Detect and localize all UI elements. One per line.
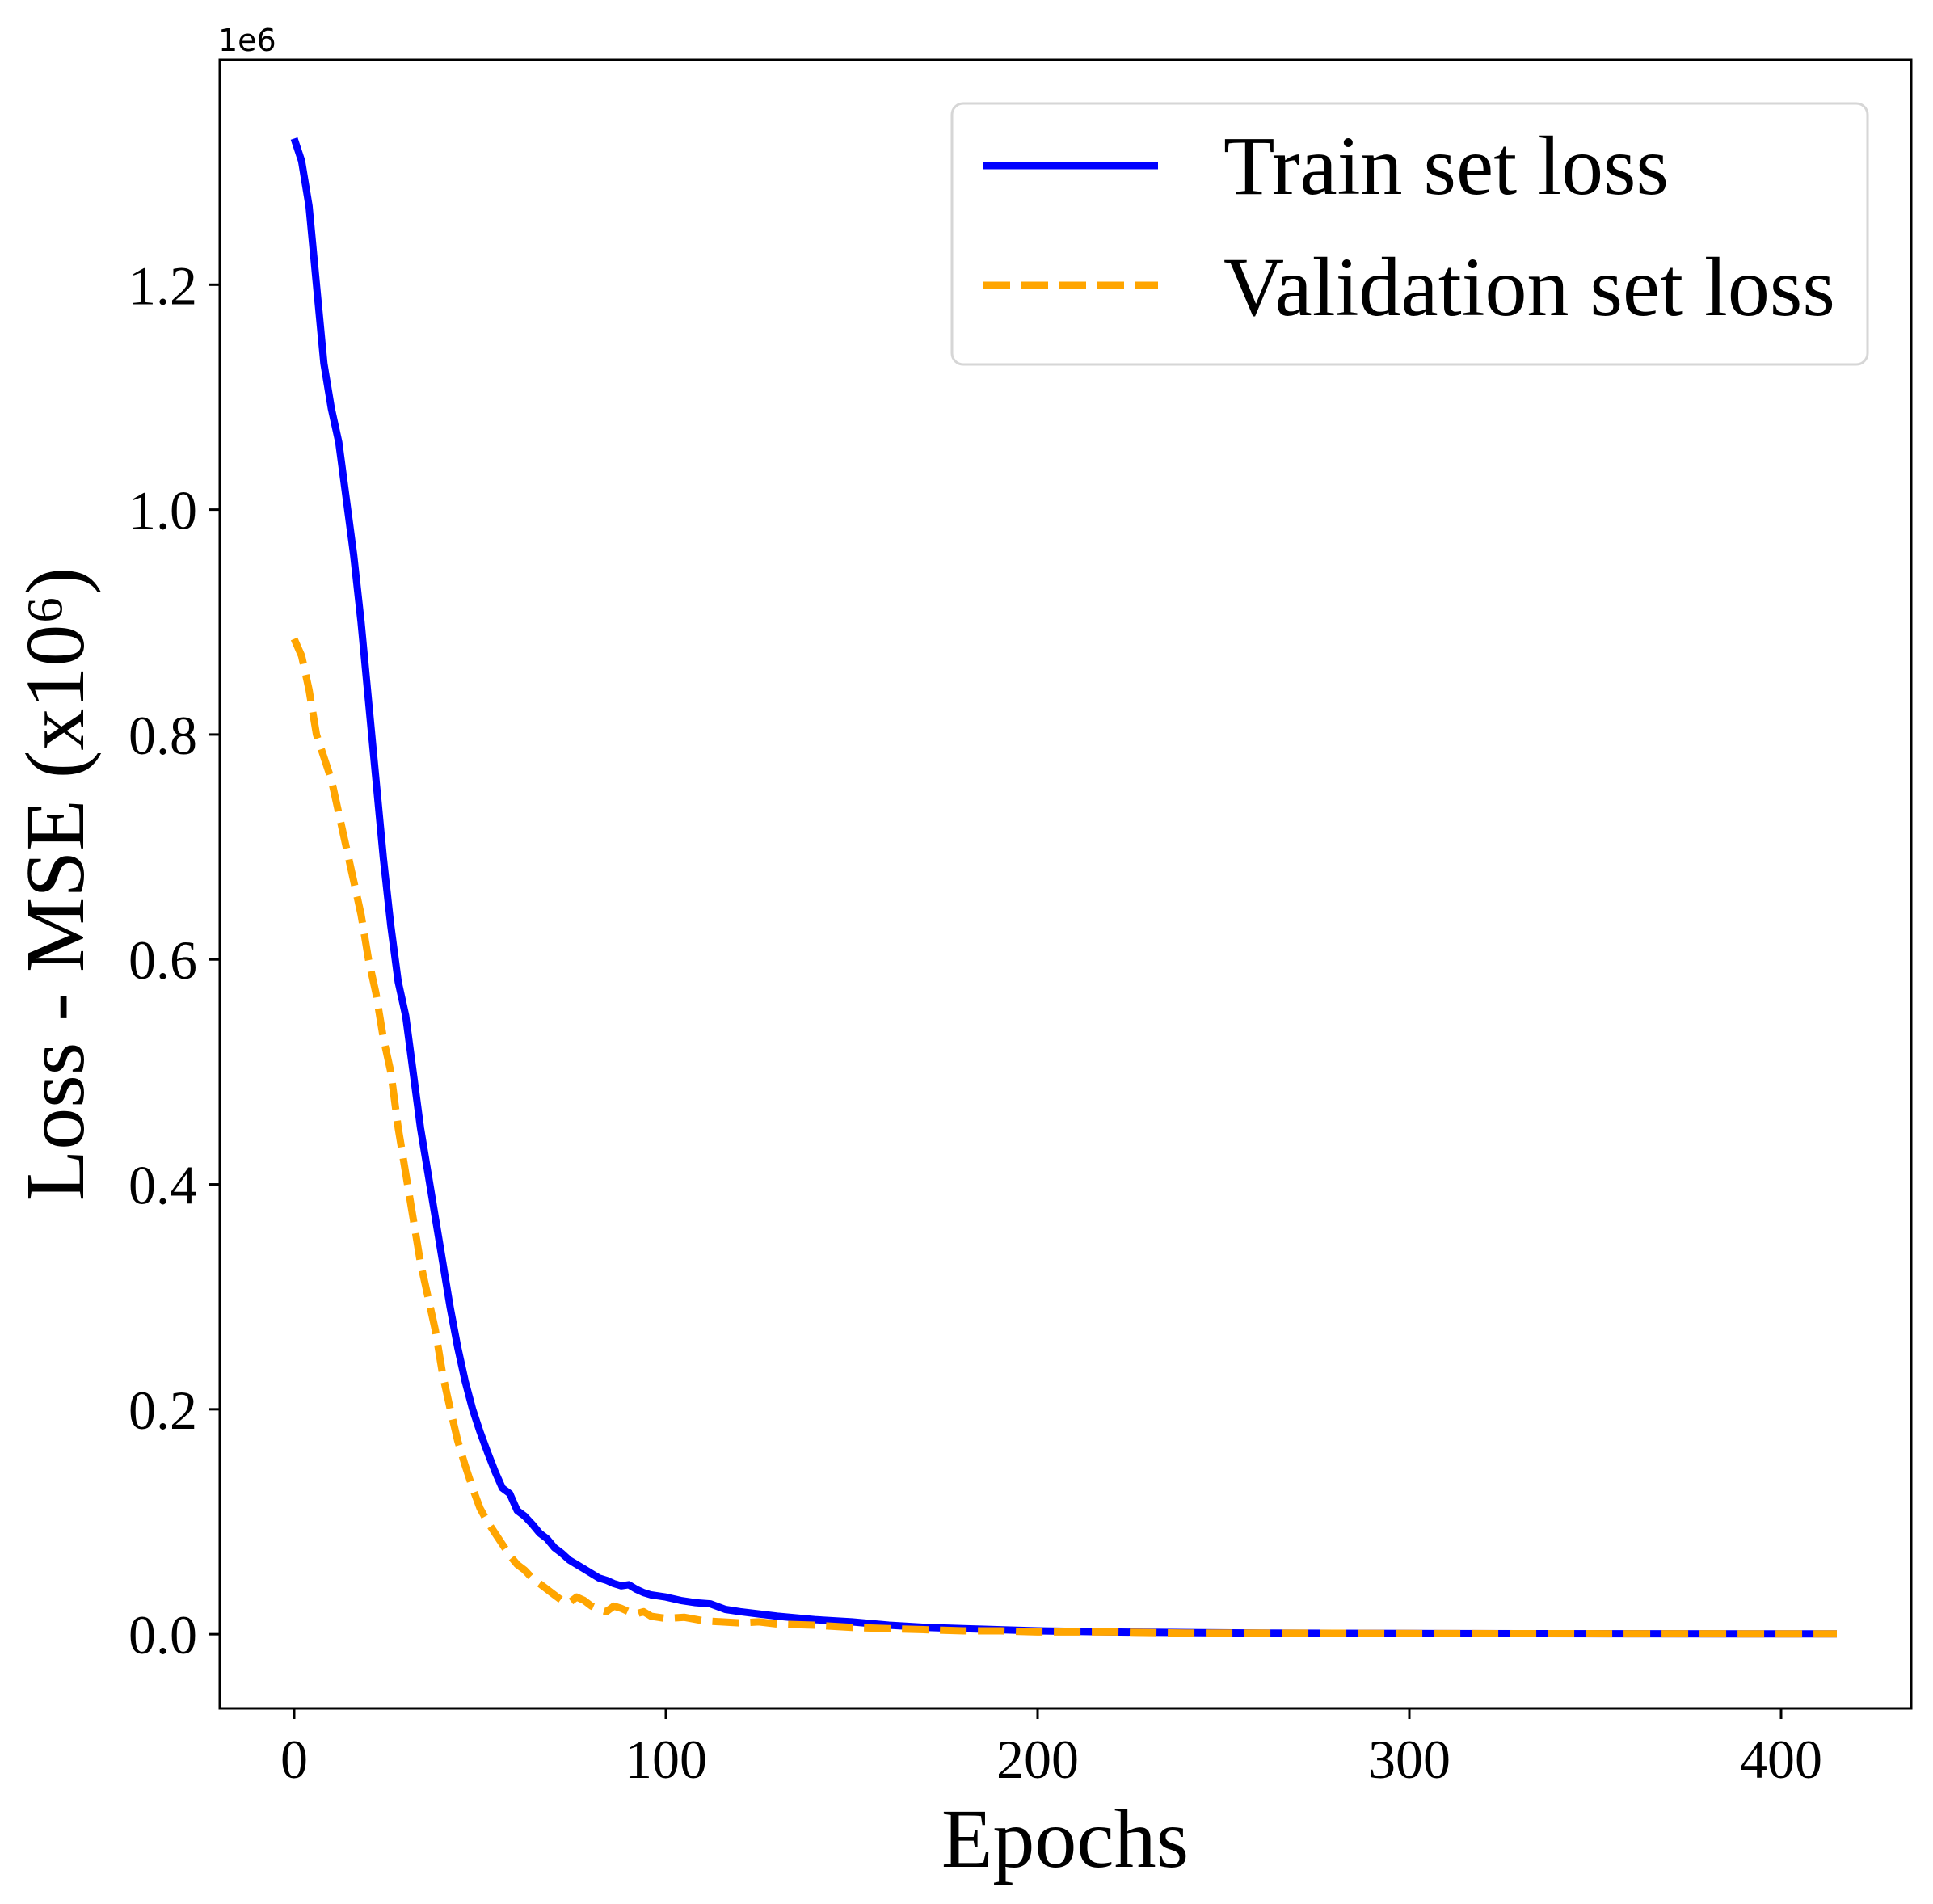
y-tick-label: 1.0 xyxy=(128,480,197,541)
legend-box xyxy=(950,102,1869,366)
legend-train-label: Train set loss xyxy=(1223,120,1669,213)
x-tick-label: 200 xyxy=(996,1729,1079,1790)
ticks-layer: 0 100 200 300 400 0.0 0.2 0.4 0.6 0.8 1.0 1.2 xyxy=(128,255,1822,1790)
x-axis-label: Epochs xyxy=(941,1792,1189,1885)
x-tick-label: 300 xyxy=(1368,1729,1451,1790)
x-tick-label: 0 xyxy=(280,1729,308,1790)
series-layer xyxy=(290,137,1837,1638)
y-tick-label: 0.0 xyxy=(128,1604,197,1666)
y-tick-label: 0.4 xyxy=(128,1155,197,1216)
y-axis-offset-label: 1e6 xyxy=(218,23,276,58)
y-tick-label: 1.2 xyxy=(128,255,197,316)
y-axis-label: Loss - MSE (x10⁶) xyxy=(9,567,102,1201)
series-line-validation xyxy=(290,637,1837,1638)
x-tick-label: 400 xyxy=(1740,1729,1822,1790)
y-tick-label: 0.2 xyxy=(128,1380,197,1441)
y-tick-label: 0.8 xyxy=(128,705,197,766)
y-tick-label: 0.6 xyxy=(128,929,197,991)
x-tick-label: 100 xyxy=(625,1729,707,1790)
legend-validation-label: Validation set loss xyxy=(1223,241,1835,334)
legend: Train set loss Validation set loss xyxy=(950,102,1869,366)
plot-frame xyxy=(218,58,1913,1710)
